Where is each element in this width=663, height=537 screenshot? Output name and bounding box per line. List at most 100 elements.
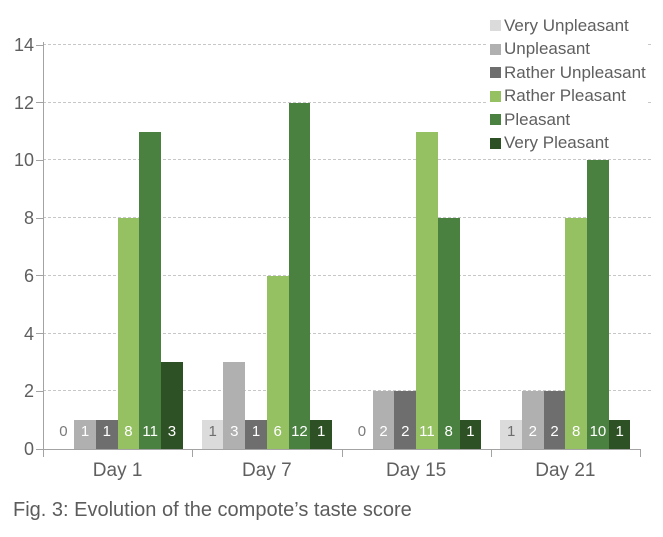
bar-very-unpleasant-day-21 (500, 420, 522, 449)
gridline (43, 332, 651, 334)
gridline (43, 274, 651, 276)
legend-item-label: Very Pleasant (504, 133, 609, 153)
x-axis-category-label: Day 21 (535, 460, 596, 481)
x-axis-category-label: Day 1 (92, 460, 143, 481)
bar-unpleasant-day-1 (74, 420, 96, 449)
y-axis-tick-label: 10 (13, 150, 34, 171)
bar-pleasant-day-21 (587, 160, 609, 449)
legend-item-very-pleasant: Very Pleasant (490, 132, 646, 156)
legend-item-rather-pleasant: Rather Pleasant (490, 85, 646, 109)
x-axis-tick (43, 449, 44, 457)
bar-rather-pleasant-day-15 (416, 131, 438, 449)
bar-very-unpleasant-day-7 (201, 420, 224, 449)
y-axis-tick-label: 14 (13, 35, 34, 55)
bar-value-label: 10 (589, 423, 607, 440)
bar-value-label: 0 (357, 423, 367, 440)
bar-value-label: 6 (273, 423, 282, 440)
bar-value-label: 1 (102, 423, 111, 440)
bar-value-label: 11 (419, 423, 435, 440)
bar-value-label: 8 (124, 423, 133, 440)
legend-item-rather-unpleasant: Rather Unpleasant (490, 61, 646, 85)
legend-item-label: Unpleasant (504, 39, 591, 59)
legend-swatch-icon (490, 67, 501, 79)
y-axis-tick-label: 6 (23, 265, 34, 286)
bar-value-label: 11 (142, 423, 158, 440)
y-axis-tick (36, 217, 44, 219)
y-axis-tick-label: 4 (23, 323, 34, 344)
legend-item-label: Rather Unpleasant (504, 62, 646, 82)
chart-legend: Very Unpleasant Unpleasant Rather Unpleasa… (486, 13, 648, 157)
y-axis-tick-label: 8 (23, 208, 34, 229)
y-axis-tick (36, 159, 44, 161)
legend-item-very-unpleasant: Very Unpleasant (490, 14, 646, 38)
bar-value-label: 3 (230, 423, 239, 440)
bar-unpleasant-day-15 (372, 391, 395, 449)
bar-value-label: 8 (572, 423, 581, 440)
legend-item-unpleasant: Unpleasant (490, 38, 646, 62)
bar-value-label: 1 (466, 423, 475, 440)
legend-swatch-icon (490, 20, 501, 32)
bar-value-label: 1 (208, 423, 217, 440)
y-axis-tick (36, 102, 44, 104)
bar-value-label: 1 (316, 423, 326, 440)
x-axis-tick (490, 449, 492, 457)
bar-rather-unpleasant-day-21 (543, 391, 566, 449)
bar-value-label: 8 (444, 423, 453, 440)
bar-pleasant-day-15 (437, 218, 460, 449)
bar-rather-unpleasant-day-15 (394, 391, 417, 449)
bar-rather-pleasant-day-7 (266, 275, 289, 449)
bar-very-pleasant-day-7 (310, 420, 332, 449)
bar-value-label: 1 (506, 423, 516, 440)
legend-swatch-icon (490, 114, 501, 126)
bar-value-label: 1 (80, 423, 90, 440)
figure-caption: Fig. 3: Evolution of the compote’s taste… (13, 499, 412, 521)
legend-item-label: Pleasant (504, 109, 571, 129)
bar-unpleasant-day-7 (223, 362, 246, 449)
y-axis-tick-label: 2 (23, 381, 34, 402)
legend-item-label: Very Unpleasant (504, 15, 629, 35)
x-axis-category-label: Day 7 (242, 460, 292, 481)
bar-rather-pleasant-day-1 (117, 218, 140, 449)
bar-value-label: 12 (291, 423, 308, 440)
y-axis-tick-label: 12 (13, 92, 34, 113)
bar-very-pleasant-day-21 (608, 420, 631, 449)
bar-value-label: 1 (251, 423, 261, 440)
bar-pleasant-day-7 (288, 102, 311, 449)
y-axis-tick (36, 333, 44, 335)
legend-item-label: Rather Pleasant (504, 86, 626, 106)
gridline (43, 159, 651, 161)
x-axis-tick (341, 449, 343, 457)
legend-item-pleasant: Pleasant (490, 108, 646, 132)
bar-pleasant-day-1 (139, 131, 161, 449)
bar-rather-pleasant-day-21 (565, 218, 588, 449)
bar-rather-unpleasant-day-7 (245, 420, 267, 449)
legend-swatch-icon (490, 137, 501, 149)
bar-unpleasant-day-21 (521, 391, 544, 449)
x-axis-tick (192, 449, 194, 457)
gridline (43, 101, 651, 103)
y-axis-tick (36, 448, 44, 450)
x-axis-tick (640, 449, 641, 457)
bar-value-label: 2 (528, 423, 537, 440)
gridline (43, 390, 651, 392)
bar-value-label: 1 (615, 423, 624, 440)
bar-rather-unpleasant-day-1 (95, 420, 118, 449)
x-axis-category-label: Day 15 (386, 460, 447, 481)
bar-very-pleasant-day-15 (459, 420, 482, 449)
legend-swatch-icon (490, 43, 501, 55)
legend-swatch-icon (490, 90, 501, 102)
bar-value-label: 2 (550, 423, 559, 440)
y-axis-tick (36, 275, 44, 277)
y-axis-tick (36, 44, 44, 46)
bar-very-pleasant-day-1 (161, 362, 183, 449)
bar-value-label: 2 (401, 423, 410, 440)
y-axis-line (43, 42, 44, 456)
bar-value-label: 3 (167, 423, 177, 440)
bar-value-label: 2 (379, 423, 388, 440)
gridline (43, 217, 651, 219)
gridline (43, 44, 651, 45)
y-axis-tick (36, 390, 44, 392)
bar-value-label: 0 (59, 423, 68, 440)
